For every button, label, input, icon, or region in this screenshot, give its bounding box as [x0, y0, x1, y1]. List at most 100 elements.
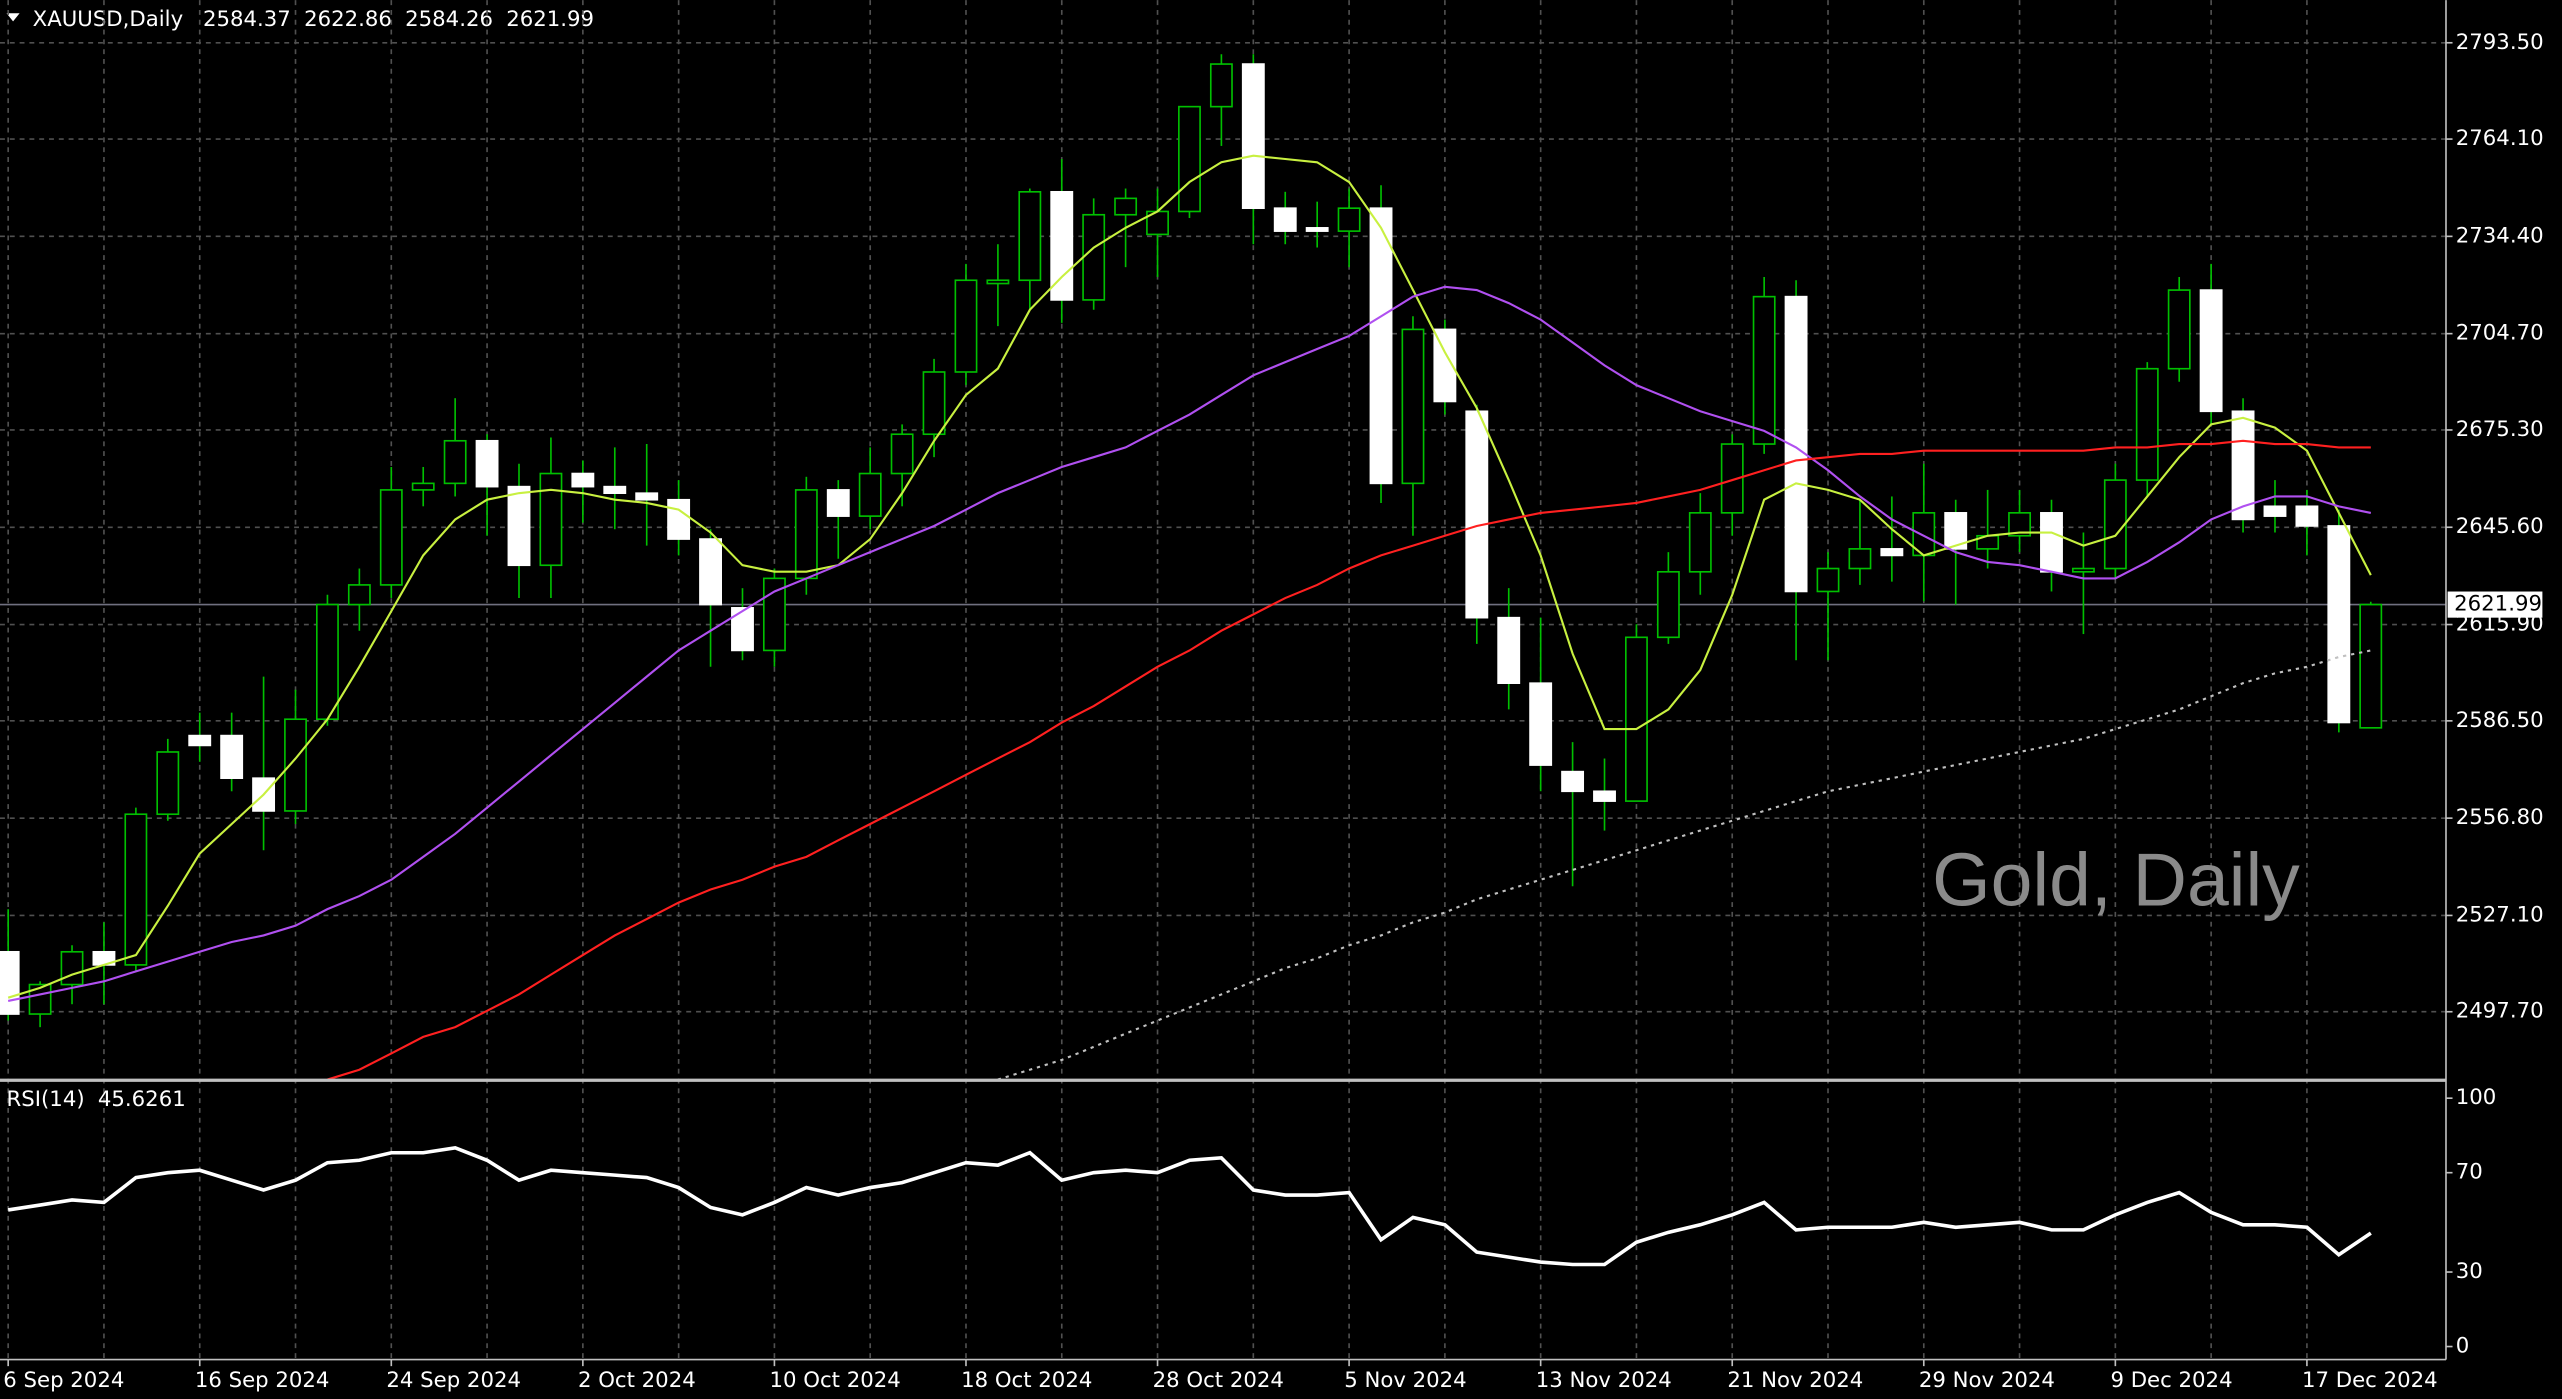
- candle-body: [731, 607, 754, 652]
- candle-body: [954, 279, 978, 373]
- candle-body: [2103, 479, 2127, 570]
- candle-body: [1593, 790, 1616, 802]
- chart-title: XAUUSD,Daily 2584.37 2622.86 2584.26 262…: [33, 7, 594, 32]
- candle-body: [316, 603, 339, 721]
- candle-body: [762, 577, 786, 652]
- candle-body: [1337, 207, 1361, 232]
- x-tick-label: 9 Dec 2024: [2110, 1368, 2232, 1393]
- x-tick-label: 2 Oct 2024: [578, 1368, 696, 1393]
- candle-body: [379, 489, 403, 586]
- candle-body: [986, 279, 1010, 285]
- candle-body: [443, 439, 467, 485]
- candle-body: [699, 538, 723, 606]
- x-tick-label: 17 Dec 2024: [2302, 1368, 2438, 1393]
- rsi-tick-label: 0: [2456, 1334, 2470, 1359]
- candle-body: [156, 751, 180, 816]
- candle-body: [220, 734, 244, 779]
- candle-body: [1880, 548, 1904, 557]
- watermark: Gold, Daily: [1932, 838, 2300, 922]
- candle-body: [1625, 636, 1648, 802]
- candle-body: [794, 489, 818, 580]
- candle-body: [124, 813, 148, 966]
- header-open: 2584.37: [203, 7, 291, 32]
- candle-body: [826, 489, 850, 517]
- candle-body: [667, 498, 691, 540]
- header-low: 2584.26: [405, 7, 493, 32]
- x-tick-label: 16 Sep 2024: [195, 1368, 330, 1393]
- x-tick-label: 29 Nov 2024: [1919, 1368, 2055, 1393]
- candle-body: [1018, 190, 1042, 282]
- rsi-name: RSI(14): [7, 1087, 85, 1112]
- candle-body: [1369, 207, 1393, 485]
- candle-body: [1816, 567, 1840, 593]
- candle-body: [2008, 512, 2032, 537]
- header-high: 2622.86: [304, 7, 392, 32]
- candle-body: [1784, 295, 1808, 593]
- moving-average: [327, 439, 2371, 1081]
- candle-body: [1273, 207, 1297, 232]
- candle-body: [571, 472, 595, 488]
- candle-body: [603, 485, 627, 495]
- candle-body: [2199, 289, 2223, 413]
- x-tick-label: 13 Nov 2024: [1536, 1368, 1672, 1393]
- candle-body: [858, 472, 882, 517]
- y-tick-label: 2497.70: [2456, 999, 2544, 1024]
- candle-body: [284, 718, 307, 812]
- candle-body: [507, 485, 531, 567]
- y-tick-label: 2645.60: [2456, 514, 2544, 539]
- candle-body: [1178, 105, 1201, 213]
- header-arrow: [6, 13, 20, 22]
- current-price-label: 2621.99: [2454, 592, 2542, 617]
- candle-body: [539, 472, 563, 567]
- candle-body: [1209, 63, 1233, 108]
- candle-body: [2167, 289, 2191, 370]
- y-tick-label: 2556.80: [2456, 805, 2544, 830]
- candle-body: [2263, 505, 2287, 517]
- moving-average: [7, 154, 2372, 999]
- rsi-tick-label: 100: [2456, 1085, 2497, 1110]
- plot-layer: [0, 0, 2446, 1360]
- candle-body: [922, 371, 946, 436]
- candle-body: [188, 734, 212, 747]
- candle-body: [1114, 197, 1138, 216]
- candle-body: [1688, 512, 1712, 573]
- candle-body: [2327, 525, 2351, 724]
- symbol: XAUUSD,Daily: [33, 7, 183, 32]
- rsi-tick-label: 70: [2456, 1160, 2483, 1185]
- y-tick-label: 2586.50: [2456, 708, 2544, 733]
- candle-body: [1720, 443, 1744, 514]
- candle-body: [347, 584, 371, 606]
- y-tick-label: 2527.10: [2456, 902, 2544, 927]
- candle-body: [2040, 512, 2063, 573]
- candle-body: [1944, 512, 1968, 550]
- x-tick-label: 6 Sep 2024: [3, 1368, 124, 1393]
- candle-body: [28, 983, 52, 1015]
- candle-body: [1433, 328, 1457, 403]
- candle-body: [635, 492, 659, 501]
- candle-body: [1752, 295, 1776, 445]
- y-tick-label: 2675.30: [2456, 417, 2544, 442]
- candle-body: [411, 482, 435, 491]
- candle-body: [2231, 410, 2255, 521]
- x-tick-label: 10 Oct 2024: [770, 1368, 901, 1393]
- candle-body: [1561, 770, 1585, 793]
- y-tick-label: 2734.40: [2456, 223, 2544, 248]
- x-tick-label: 24 Sep 2024: [386, 1368, 521, 1393]
- y-tick-label: 2793.50: [2456, 30, 2544, 55]
- candle-body: [890, 433, 914, 475]
- candle-body: [1082, 213, 1106, 301]
- candle-body: [1305, 227, 1329, 232]
- candle-body: [1529, 682, 1553, 766]
- x-tick-label: 5 Nov 2024: [1344, 1368, 1467, 1393]
- candle-body: [1848, 548, 1872, 570]
- rsi-value: 45.6261: [98, 1087, 186, 1112]
- candle-body: [0, 950, 20, 1015]
- x-tick-label: 28 Oct 2024: [1153, 1368, 1284, 1393]
- y-tick-label: 2704.70: [2456, 321, 2544, 346]
- candle-body: [1465, 410, 1489, 619]
- x-tick-label: 18 Oct 2024: [961, 1368, 1092, 1393]
- current-price-tag: [2447, 591, 2543, 618]
